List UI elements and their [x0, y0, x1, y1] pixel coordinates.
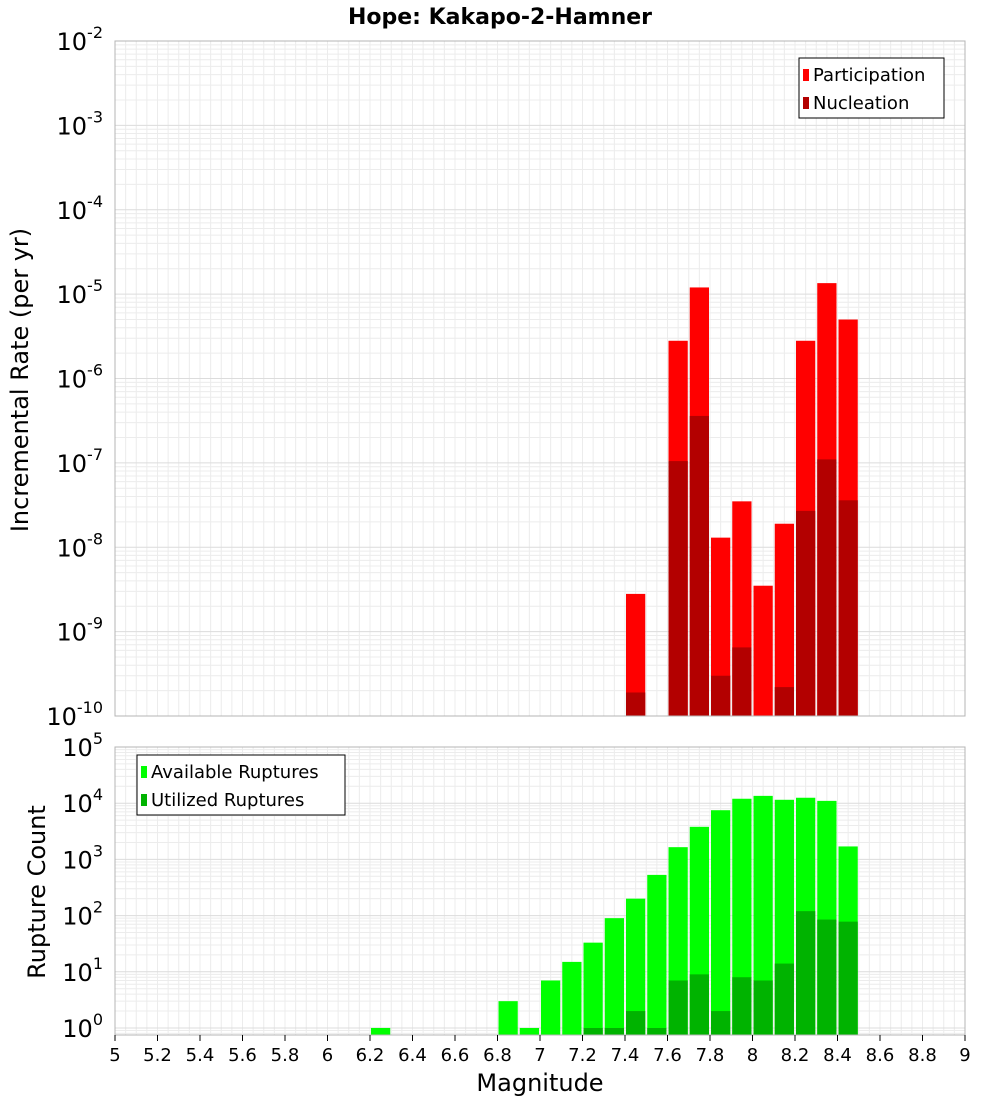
- rate-bar: [626, 692, 646, 716]
- x-tick-label: 7.4: [611, 1045, 640, 1066]
- rate-y-tick-label: 10-2: [57, 23, 104, 56]
- count-bar: [626, 1011, 646, 1035]
- rate-bar: [753, 585, 773, 716]
- x-tick-label: 6.8: [483, 1045, 512, 1066]
- count-bar: [689, 974, 709, 1035]
- count-bar: [753, 795, 773, 1035]
- count-bar: [562, 961, 582, 1035]
- count-bar: [774, 963, 794, 1035]
- x-tick-label: 7: [534, 1045, 545, 1066]
- count-y-ticks: 100 101 102 103 104 105: [62, 729, 103, 1043]
- count-bar: [647, 874, 667, 1035]
- x-tick-label: 6.6: [441, 1045, 470, 1066]
- rate-series-nucleation: [626, 415, 858, 716]
- x-tick-label: 5.2: [143, 1045, 172, 1066]
- rate-legend-swatch: [803, 97, 809, 109]
- x-tick-label: 8.6: [866, 1045, 895, 1066]
- count-bar: [647, 1027, 667, 1035]
- count-y-tick-label: 104: [62, 785, 103, 818]
- x-tick-label: 8.8: [908, 1045, 937, 1066]
- count-y-tick-label: 100: [62, 1010, 103, 1043]
- count-legend-label: Utilized Ruptures: [151, 790, 304, 811]
- x-tick-label: 7.2: [568, 1045, 597, 1066]
- count-bar: [626, 898, 646, 1035]
- count-bar: [732, 798, 752, 1035]
- count-bar: [711, 1011, 731, 1035]
- x-tick-label: 6.2: [356, 1045, 385, 1066]
- rate-y-tick-label: 10-6: [57, 361, 104, 394]
- x-tick-label: 5.6: [228, 1045, 257, 1066]
- x-tick-label: 5.8: [271, 1045, 300, 1066]
- rate-legend-swatch: [803, 69, 809, 81]
- rate-y-tick-label: 10-5: [57, 276, 104, 309]
- rate-bar: [711, 675, 731, 716]
- count-series-utilized-ruptures: [583, 911, 858, 1035]
- x-tick-label: 6.4: [398, 1045, 427, 1066]
- rate-y-tick-label: 10-3: [57, 107, 104, 140]
- rate-bar: [774, 523, 794, 716]
- count-bar: [371, 1027, 391, 1035]
- count-bar: [583, 1027, 603, 1035]
- count-bar: [583, 942, 603, 1035]
- count-bar: [541, 980, 561, 1035]
- count-bar: [838, 921, 858, 1035]
- count-bar: [668, 980, 688, 1035]
- count-legend: Available Ruptures Utilized Ruptures: [136, 754, 346, 816]
- rupture-count-axis-label: Rupture Count: [23, 805, 51, 979]
- x-tick-label: 5: [109, 1045, 120, 1066]
- rate-bar: [626, 593, 646, 716]
- rate-bar: [668, 461, 688, 716]
- rate-panel: 10-10 10-9 10-8 10-7 10-6 10-5 10-4 10-3 10-2 Par…: [46, 23, 966, 731]
- x-tick-label: 7.8: [696, 1045, 725, 1066]
- count-bar: [604, 918, 624, 1035]
- rate-bar: [689, 415, 709, 716]
- count-bar: [796, 911, 816, 1035]
- x-tick-label: 9: [959, 1045, 970, 1066]
- count-legend-swatch: [141, 794, 147, 806]
- rate-y-tick-label: 10-4: [57, 192, 104, 225]
- rate-y-tick-label: 10-9: [57, 614, 104, 647]
- rate-y-tick-label: 10-10: [46, 698, 103, 731]
- count-y-tick-label: 103: [62, 841, 103, 874]
- count-y-tick-label: 102: [62, 898, 103, 931]
- rate-bar: [774, 687, 794, 716]
- count-y-tick-label: 101: [62, 954, 103, 987]
- count-legend-label: Available Ruptures: [151, 762, 319, 783]
- count-legend-swatch: [141, 766, 147, 778]
- count-bar: [732, 977, 752, 1035]
- count-bar: [498, 1001, 518, 1035]
- rate-legend-label: Nucleation: [813, 93, 909, 114]
- chart-title: Hope: Kakapo-2-Hamner: [348, 5, 652, 30]
- x-tick-label: 8.2: [781, 1045, 810, 1066]
- rate-y-tick-label: 10-8: [57, 529, 104, 562]
- rate-grid: [114, 41, 966, 717]
- rate-axis-label: Incremental Rate (per yr): [6, 228, 34, 532]
- rate-bar: [732, 647, 752, 716]
- magnitude-axis: 5 5.2 5.4 5.6 5.8 6 6.2 6.4 6.6 6.8 7 7.2 7.4 7.6 7.8 8…: [109, 1035, 971, 1066]
- x-tick-label: 8.4: [823, 1045, 852, 1066]
- x-tick-label: 6: [322, 1045, 333, 1066]
- count-bar: [753, 980, 773, 1035]
- rate-bar: [796, 510, 816, 716]
- count-y-tick-label: 105: [62, 729, 103, 762]
- count-bar: [519, 1027, 539, 1035]
- rate-bar: [817, 459, 837, 716]
- rate-bar: [838, 500, 858, 716]
- magnitude-axis-label: Magnitude: [476, 1069, 603, 1097]
- x-tick-label: 8: [747, 1045, 758, 1066]
- rate-legend-label: Participation: [813, 65, 925, 86]
- rate-y-tick-label: 10-7: [57, 445, 104, 478]
- rate-bar: [711, 537, 731, 716]
- rupture-count-panel: 100 101 102 103 104 105 Available Ruptures Util…: [62, 729, 966, 1043]
- x-tick-label: 7.6: [653, 1045, 682, 1066]
- rate-y-ticks: 10-10 10-9 10-8 10-7 10-6 10-5 10-4 10-3 10-2: [46, 23, 103, 731]
- count-bar: [604, 1027, 624, 1035]
- count-bar: [817, 919, 837, 1035]
- x-tick-label: 5.4: [186, 1045, 215, 1066]
- count-bar: [711, 810, 731, 1035]
- rate-legend: Participation Nucleation: [798, 57, 945, 119]
